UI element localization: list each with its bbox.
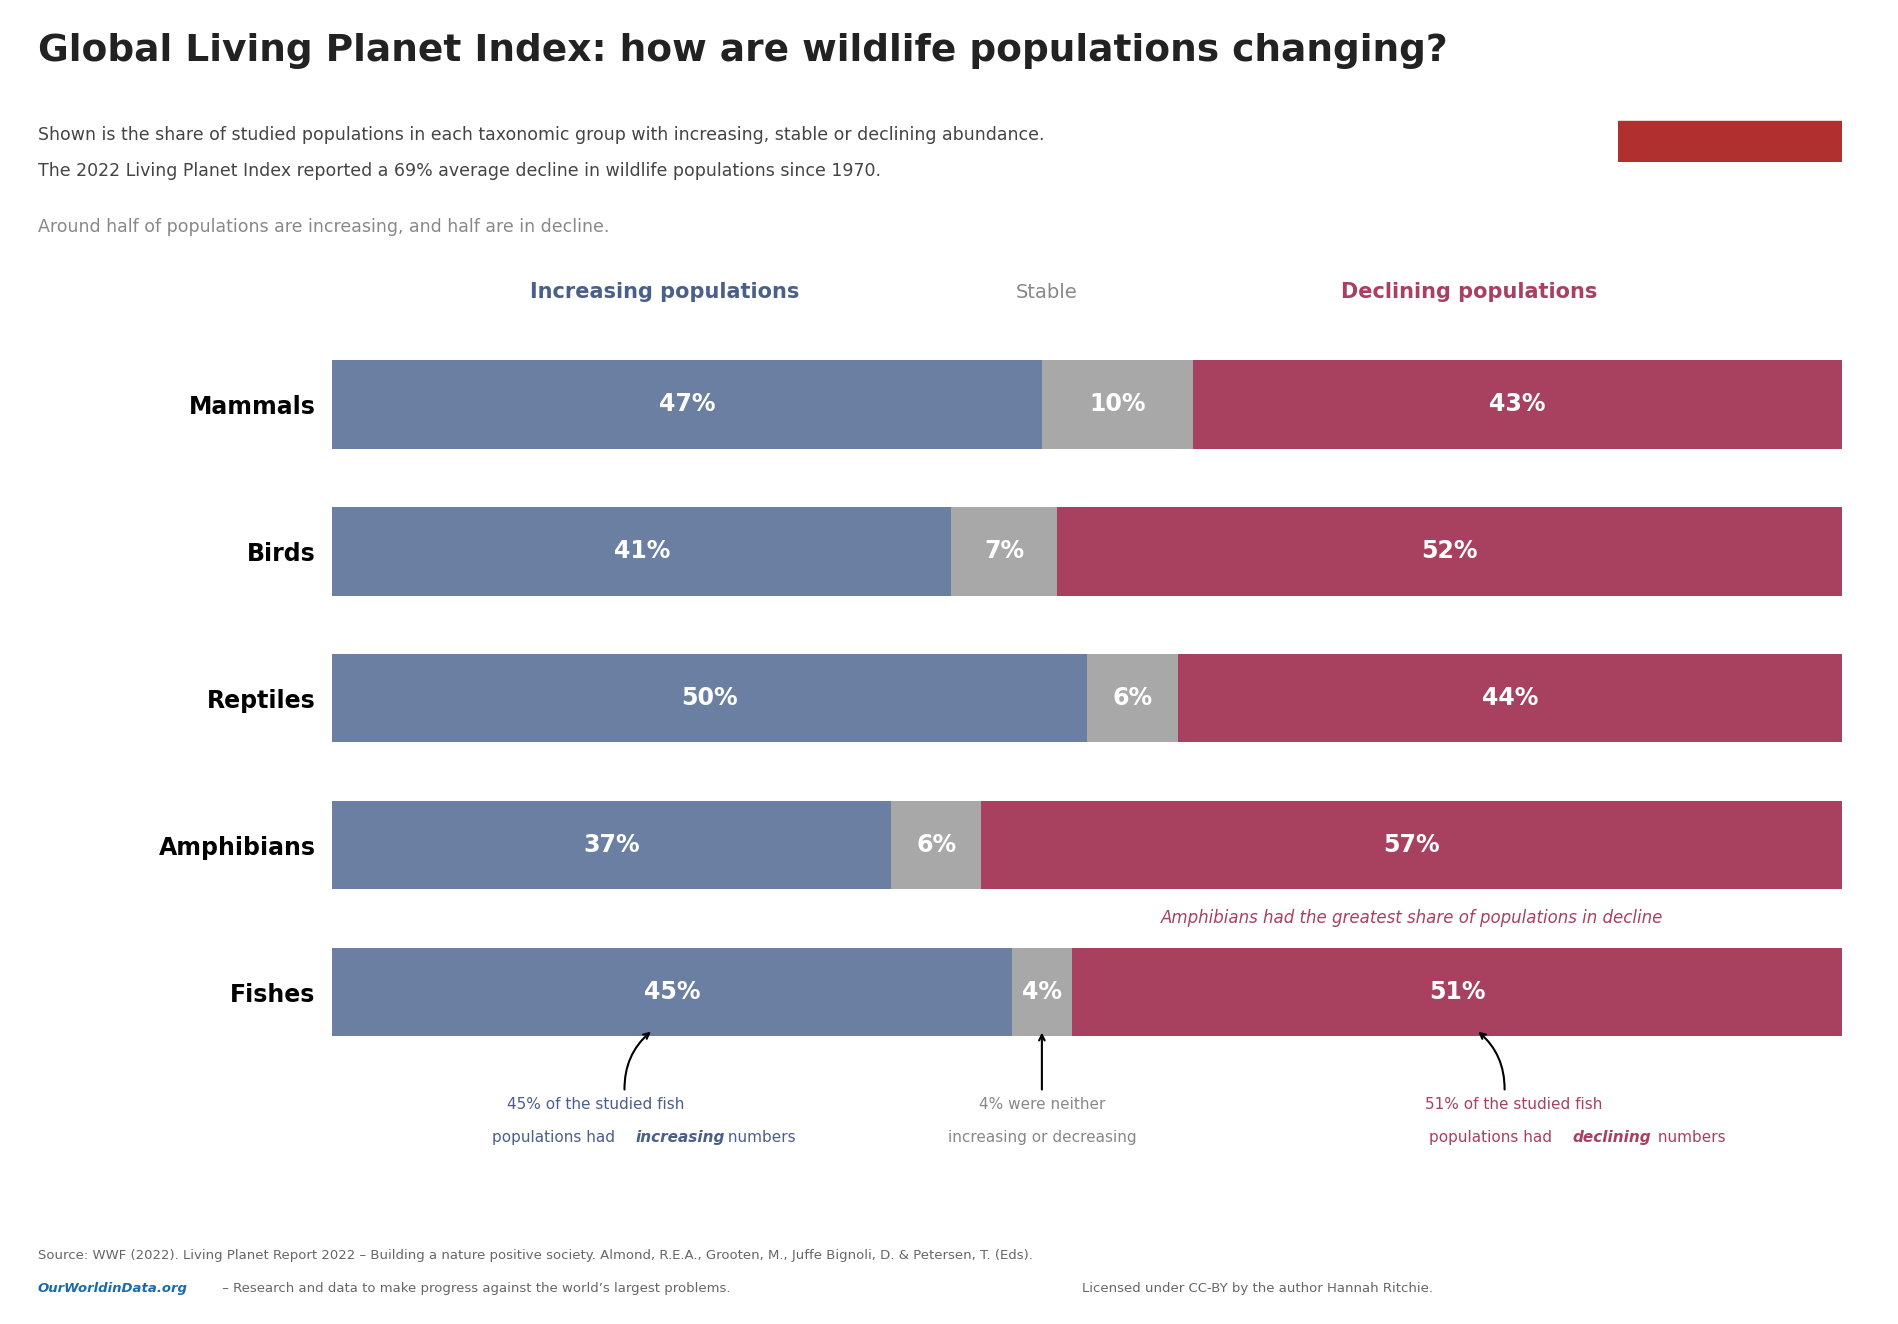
Text: 43%: 43% [1488,392,1545,417]
Text: 57%: 57% [1384,833,1439,858]
Text: populations had: populations had [1427,1131,1556,1145]
Text: 45% of the studied fish: 45% of the studied fish [507,1098,685,1112]
Bar [332,654,1086,743]
Text: 10%: 10% [1089,392,1144,417]
Text: in Data: in Data [1693,93,1765,110]
Text: Around half of populations are increasing, and half are in decline.: Around half of populations are increasin… [38,218,609,237]
Bar [332,360,1042,449]
Text: populations had: populations had [492,1131,619,1145]
Text: increasing or decreasing: increasing or decreasing [947,1131,1135,1145]
Text: 51%: 51% [1427,980,1484,1005]
Text: 6%: 6% [915,833,957,858]
Text: Our World: Our World [1678,49,1780,68]
Bar [1617,122,1841,162]
Text: declining: declining [1572,1131,1651,1145]
Bar [890,801,981,890]
Bar [1057,507,1841,596]
Text: Global Living Planet Index: how are wildlife populations changing?: Global Living Planet Index: how are wild… [38,33,1446,69]
Text: 50%: 50% [681,686,738,711]
Text: numbers: numbers [1651,1131,1725,1145]
Text: increasing: increasing [636,1131,725,1145]
Text: 7%: 7% [983,539,1023,564]
Text: The 2022 Living Planet Index reported a 69% average decline in wildlife populati: The 2022 Living Planet Index reported a … [38,162,881,180]
Text: Stable: Stable [1015,283,1076,302]
Bar [1012,948,1072,1037]
Text: numbers: numbers [723,1131,795,1145]
Text: Shown is the share of studied populations in each taxonomic group with increasin: Shown is the share of studied population… [38,126,1044,144]
Bar [1042,360,1192,449]
Text: 4%: 4% [1021,980,1061,1005]
Text: 52%: 52% [1420,539,1477,564]
Bar [332,801,890,890]
Text: – Research and data to make progress against the world’s largest problems.: – Research and data to make progress aga… [218,1282,731,1295]
Text: 4% were neither: 4% were neither [977,1098,1105,1112]
Bar [981,801,1841,890]
Bar [1177,654,1841,743]
Text: OurWorldinData.org: OurWorldinData.org [38,1282,188,1295]
Bar [332,948,1012,1037]
Bar [951,507,1057,596]
Text: 47%: 47% [659,392,716,417]
Text: Source: WWF (2022). Living Planet Report 2022 – Building a nature positive socie: Source: WWF (2022). Living Planet Report… [38,1249,1033,1262]
Bar [332,507,951,596]
Bar [1086,654,1177,743]
Text: Declining populations: Declining populations [1340,282,1596,302]
Text: Licensed under CC-BY by the author Hannah Ritchie.: Licensed under CC-BY by the author Hanna… [1082,1282,1433,1295]
Text: 44%: 44% [1480,686,1537,711]
Text: Increasing populations: Increasing populations [530,282,799,302]
Text: 37%: 37% [583,833,640,858]
Text: 51% of the studied fish: 51% of the studied fish [1425,1098,1602,1112]
Text: 6%: 6% [1112,686,1152,711]
Bar [1072,948,1841,1037]
Text: 41%: 41% [613,539,670,564]
Text: 45%: 45% [643,980,700,1005]
Bar [1192,360,1841,449]
Text: Amphibians had the greatest share of populations in decline: Amphibians had the greatest share of pop… [1160,910,1663,927]
